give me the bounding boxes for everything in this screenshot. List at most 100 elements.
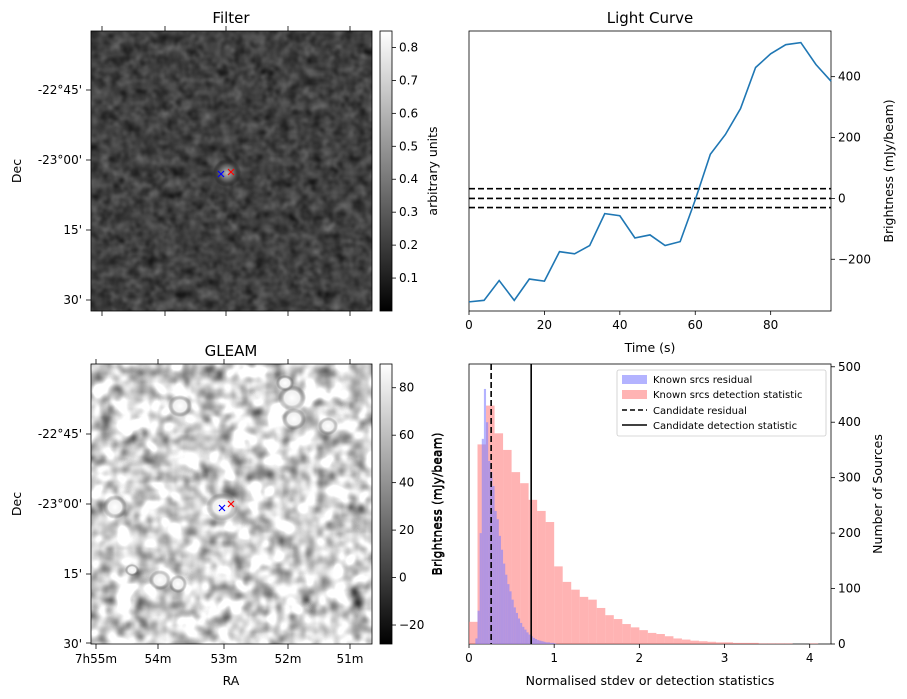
histogram-bar xyxy=(588,599,597,644)
histogram-bar xyxy=(496,519,499,644)
histogram-bar xyxy=(605,615,614,644)
x-tick-label: 0 xyxy=(465,318,473,332)
histogram-bar xyxy=(784,643,793,644)
x-tick-label: 0 xyxy=(465,651,473,665)
light-curve-line xyxy=(468,41,832,303)
histogram-bar xyxy=(647,632,657,644)
histogram-bar xyxy=(767,643,776,644)
filter-ytick: 30' xyxy=(63,293,82,307)
x-tick-label: 40 xyxy=(612,318,627,332)
colorbar-tick-label: 0.8 xyxy=(399,40,418,54)
x-tick-label: 3 xyxy=(721,651,729,665)
filter-ytick: -22°45' xyxy=(38,83,82,97)
y-tick-label: 200 xyxy=(838,131,861,145)
histogram-ylabel-right: Number of Sources xyxy=(870,434,885,554)
gleam-xtick: 51m xyxy=(337,652,364,666)
gleam-known-marker xyxy=(227,500,235,508)
histogram-bar xyxy=(547,642,550,644)
histogram-bar xyxy=(664,636,674,644)
colorbar-tick-label: 60 xyxy=(399,428,414,442)
x-tick-label: 60 xyxy=(688,318,703,332)
histogram-bar xyxy=(656,634,665,644)
lightcurve-axes xyxy=(468,30,832,312)
colorbar-tick-label: 40 xyxy=(399,476,414,490)
histogram-bar xyxy=(775,643,785,644)
histogram-bar xyxy=(528,634,531,644)
histogram-bar xyxy=(486,422,489,644)
gleam-title: GLEAM xyxy=(205,342,258,360)
gleam-axis-ticks xyxy=(86,359,351,649)
histogram-bar xyxy=(475,638,478,644)
legend-label: Candidate detection statistic xyxy=(653,421,797,432)
gleam-ytick: 15' xyxy=(63,567,82,581)
histogram-bar xyxy=(520,622,523,644)
gleam-xtick: 7h55m xyxy=(75,652,117,666)
histogram-bar xyxy=(528,499,538,644)
colorbar-tick-label: 0.6 xyxy=(399,106,418,120)
histogram-bar xyxy=(537,640,540,644)
histogram-bar xyxy=(545,642,548,644)
histogram-bar xyxy=(479,533,482,644)
colorbar-tick-label: 0.4 xyxy=(399,172,418,186)
histogram-legend: Known srcs residual Known srcs detection… xyxy=(616,369,827,437)
histogram-bar xyxy=(509,591,512,644)
filter-axis-ticks xyxy=(86,26,351,316)
histogram-bar xyxy=(500,549,504,644)
histogram-bar xyxy=(537,510,546,644)
legend-label: Known srcs residual xyxy=(653,375,752,386)
histogram-bar xyxy=(469,621,478,644)
filter-colorbar-ticks: 0.8 0.7 0.6 0.5 0.4 0.3 0.2 0.1 xyxy=(392,40,418,285)
histogram-bar xyxy=(494,510,497,644)
legend-label: Candidate residual xyxy=(653,406,747,417)
legend-label: Known srcs detection statistic xyxy=(653,390,802,401)
y-tick-label: 300 xyxy=(838,471,861,485)
gleam-ylabel: Dec xyxy=(9,492,24,516)
histogram-bar xyxy=(513,607,516,644)
legend-swatch xyxy=(622,375,647,384)
colorbar-tick-label: 80 xyxy=(399,381,414,395)
y-tick-label: −200 xyxy=(838,252,871,266)
histogram-plot: 0 1 2 3 4 500 400 300 200 100 0 xyxy=(465,360,861,665)
lightcurve-title: Light Curve xyxy=(607,9,693,27)
histogram-bar xyxy=(526,632,529,644)
histogram-bar xyxy=(630,627,640,644)
gleam-panel: GLEAM -22°45' -23°00' 15' 30' xyxy=(9,342,444,688)
lightcurve-panel: Light Curve 0 20 40 60 80 400 200 0 −200 Time (s… xyxy=(465,9,896,355)
histogram-bar xyxy=(733,642,742,644)
gleam-xlabel: RA xyxy=(223,673,240,688)
histogram-bar xyxy=(541,641,544,644)
gleam-ytick: -22°45' xyxy=(38,427,82,441)
histogram-bar xyxy=(809,643,819,644)
x-tick-label: 1 xyxy=(550,651,558,665)
histogram-bar xyxy=(477,610,480,644)
histogram-bar xyxy=(698,641,708,644)
histogram-bar xyxy=(741,642,751,644)
histogram-bar xyxy=(549,642,553,644)
histogram-panel: 0 1 2 3 4 500 400 300 200 100 0 Normalised stdev o… xyxy=(430,360,885,688)
colorbar-tick-label: −20 xyxy=(399,618,424,632)
gleam-xtick: 53m xyxy=(211,652,238,666)
histogram-bar xyxy=(596,607,606,644)
histogram-bar xyxy=(613,619,623,644)
histogram-bar xyxy=(543,641,546,644)
histogram-bar xyxy=(707,641,717,644)
histogram-bar xyxy=(539,640,542,644)
y-tick-label: 100 xyxy=(838,582,861,596)
histogram-xlabel: Normalised stdev or detection statistics xyxy=(526,673,775,688)
histogram-bar xyxy=(503,563,506,644)
y-tick-label: 0 xyxy=(838,191,846,205)
histogram-bar xyxy=(554,566,563,644)
x-tick-label: 20 xyxy=(537,318,552,332)
histogram-bar xyxy=(524,629,527,644)
histogram-bar xyxy=(517,618,521,644)
histogram-bar xyxy=(724,642,734,644)
histogram-bar xyxy=(498,535,501,644)
colorbar-tick-label: 0 xyxy=(399,571,407,585)
filter-colorbar xyxy=(379,30,393,312)
histogram-bar xyxy=(535,639,538,644)
histogram-bar xyxy=(505,574,508,644)
histogram-bar xyxy=(481,438,484,644)
histogram-bar xyxy=(758,643,768,644)
histogram-bar xyxy=(507,584,510,644)
